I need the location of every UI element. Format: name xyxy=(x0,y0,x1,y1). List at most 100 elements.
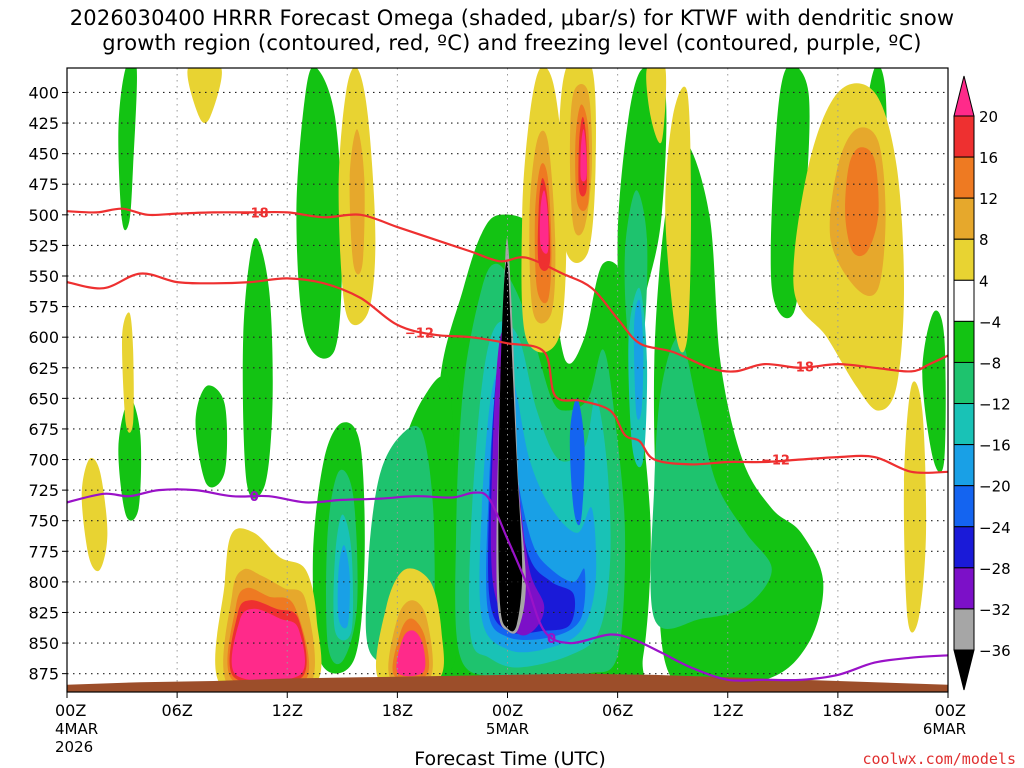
x-date-label-0: 4MAR xyxy=(55,720,98,738)
colorbar-top-arrow xyxy=(953,75,975,117)
omega-region-16 xyxy=(650,336,772,630)
omega-region-37 xyxy=(665,86,691,353)
colorbar-label-12: −32 xyxy=(979,601,1011,619)
colorbar-swatch-3 xyxy=(953,238,975,281)
terrain-surface xyxy=(67,673,948,692)
x-date-label-8: 6MAR xyxy=(923,720,966,738)
colorbar-label-13: −36 xyxy=(979,642,1011,660)
omega-region-59 xyxy=(580,129,587,182)
omega-region-22 xyxy=(337,545,350,629)
colorbar-label-6: −8 xyxy=(979,354,1001,372)
contour-label-dgz-minus12-right: −12 xyxy=(761,454,790,469)
y-tick-label-0: 400 xyxy=(28,83,59,102)
omega-region-52 xyxy=(845,147,879,257)
y-tick-label-15: 775 xyxy=(28,542,59,561)
gridlines xyxy=(67,68,948,692)
x-tick-label-6: 12Z xyxy=(712,701,743,720)
omega-region-57 xyxy=(396,630,426,677)
omega-region-29 xyxy=(498,261,523,632)
omega-region-25 xyxy=(569,398,585,526)
y-tick-label-6: 550 xyxy=(28,267,59,286)
contour-dgz-minus18 xyxy=(67,207,948,373)
y-tick-label-17: 825 xyxy=(28,603,59,622)
y-tick-label-16: 800 xyxy=(28,573,59,592)
y-axis: 400 425 450 475 500 525 550 575 600 625 650 675 700 7… xyxy=(28,83,67,684)
x-tick-label-8: 00Z xyxy=(935,701,966,720)
colorbar-swatch-7 xyxy=(953,403,975,446)
omega-region-33 xyxy=(122,312,134,433)
omega-region-41 xyxy=(646,68,667,144)
x-tick-label-1: 06Z xyxy=(161,701,192,720)
omega-region-32 xyxy=(81,458,108,572)
omega-region-39 xyxy=(903,381,927,633)
y-tick-label-7: 575 xyxy=(28,298,59,317)
y-tick-label-14: 750 xyxy=(28,512,59,531)
omega-region-40 xyxy=(187,68,222,124)
contour-label-dgz-minus18: −18 xyxy=(240,206,269,221)
omega-region-5 xyxy=(118,398,142,521)
contour-dgz-minus12 xyxy=(67,272,948,474)
plot-area: −18 −12 0 18 −12 0 xyxy=(67,68,948,692)
colorbar-label-10: −24 xyxy=(979,519,1011,537)
x-tick-label-4: 00Z xyxy=(492,701,523,720)
x-tick-label-2: 12Z xyxy=(272,701,303,720)
colorbar-swatch-9 xyxy=(953,485,975,528)
colorbar-label-8: −16 xyxy=(979,437,1011,455)
colorbar-swatch-1 xyxy=(953,156,975,199)
omega-region-56 xyxy=(231,608,305,682)
y-tick-label-19: 875 xyxy=(28,665,59,684)
colorbar-label-11: −28 xyxy=(979,560,1011,578)
contour-label-freezing-level-0-b: 0 xyxy=(547,632,556,647)
x-tick-label-5: 06Z xyxy=(602,701,633,720)
omega-region-6 xyxy=(195,385,228,488)
x-axis-label: Forecast Time (UTC) xyxy=(414,748,605,768)
colorbar-label-2: 12 xyxy=(979,190,998,208)
y-tick-label-4: 500 xyxy=(28,206,59,225)
colorbar-swatch-10 xyxy=(953,526,975,569)
y-tick-label-10: 650 xyxy=(28,389,59,408)
omega-region-4 xyxy=(242,237,273,499)
omega-region-12 xyxy=(922,310,946,473)
contour-freezing-level-0 xyxy=(67,488,948,682)
colorbar-swatch-5 xyxy=(953,320,975,363)
omega-region-23 xyxy=(633,299,644,420)
omega-shading xyxy=(81,68,946,692)
colorbar-label-4: 4 xyxy=(979,272,989,290)
contour-label-dgz-minus12: −12 xyxy=(405,326,434,341)
y-tick-label-1: 425 xyxy=(28,114,59,133)
x-year-label-0: 2026 xyxy=(55,738,93,756)
x-tick-label-7: 18Z xyxy=(822,701,853,720)
omega-region-58 xyxy=(539,190,549,254)
y-tick-label-8: 600 xyxy=(28,328,59,347)
colorbar-swatch-2 xyxy=(953,197,975,240)
colorbar-bottom-arrow xyxy=(953,649,975,691)
colorbar-label-9: −20 xyxy=(979,478,1011,496)
title-line-2: growth region (contoured, red, ºC) and f… xyxy=(102,31,922,55)
colorbar-label-3: 8 xyxy=(979,231,989,249)
y-tick-label-18: 850 xyxy=(28,634,59,653)
contour-lines: −18 −12 0 18 −12 0 xyxy=(67,206,948,682)
colorbar-swatch-0 xyxy=(953,115,975,158)
colorbar-swatch-4 xyxy=(953,279,975,322)
title-line-1: 2026030400 HRRR Forecast Omega (shaded, … xyxy=(69,6,955,30)
omega-region-7 xyxy=(118,68,137,231)
y-tick-label-3: 475 xyxy=(28,175,59,194)
omega-region-46 xyxy=(349,129,365,275)
colorbar-label-7: −12 xyxy=(979,396,1011,414)
contour-label-dgz-minus18-right: 18 xyxy=(796,361,814,376)
contour-label-freezing-level-0: 0 xyxy=(250,490,259,505)
y-tick-label-2: 450 xyxy=(28,145,59,164)
y-tick-label-11: 675 xyxy=(28,420,59,439)
y-tick-label-5: 525 xyxy=(28,236,59,255)
colorbar-swatch-8 xyxy=(953,444,975,487)
y-tick-label-9: 625 xyxy=(28,359,59,378)
x-tick-label-3: 18Z xyxy=(382,701,413,720)
x-date-label-4: 5MAR xyxy=(486,720,529,738)
y-tick-label-12: 700 xyxy=(28,451,59,470)
colorbar-label-5: −4 xyxy=(979,313,1001,331)
colorbar: 20 16 12 8 4 −4 −8 −12 −16 −20 −24 −28 −32 −36 xyxy=(953,75,1011,691)
credit-text: coolwx.com/models xyxy=(862,750,1016,768)
terrain-fill xyxy=(67,673,948,692)
